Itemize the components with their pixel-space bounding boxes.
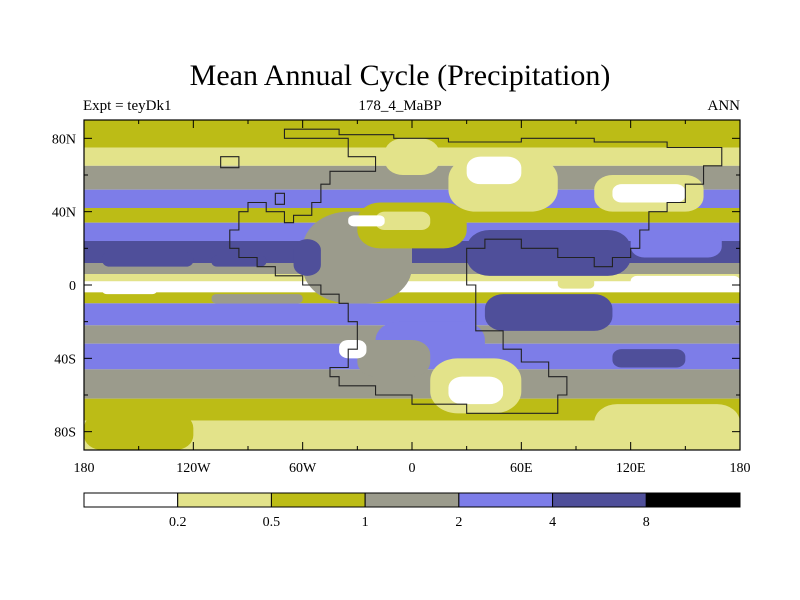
field-patch [102, 285, 157, 295]
x-tick-label: 60E [510, 461, 533, 476]
precipitation-field [84, 120, 740, 450]
coastline [220, 128, 723, 414]
y-tick-label: 0 [69, 279, 76, 294]
field-patch [384, 138, 440, 175]
coastline-segment [229, 128, 723, 414]
colorbar-swatch [83, 492, 179, 508]
field-band [84, 263, 740, 274]
field-band [84, 281, 740, 293]
colorbar-label: 0.5 [263, 515, 281, 530]
field-band [84, 292, 740, 304]
field-band [84, 274, 740, 282]
colorbar-swatch [270, 492, 366, 508]
field-patch [630, 230, 722, 258]
colorbar-label: 2 [455, 515, 462, 530]
colorbar-swatch [177, 492, 272, 508]
field-patch [612, 349, 686, 368]
field-patch [448, 376, 504, 405]
x-tick-label: 120E [616, 461, 646, 476]
x-axis: 180 120W 60W 0 60E 120E 180 [74, 120, 751, 476]
colorbar-label: 1 [362, 515, 369, 530]
colorbar-swatch [645, 492, 741, 508]
chart-title: Mean Annual Cycle (Precipitation) [189, 59, 611, 92]
x-tick-label: 60W [289, 461, 317, 476]
y-tick-label: 80S [54, 426, 76, 441]
field-patch [630, 275, 740, 289]
colorbar: 0.2 0.5 1 2 4 8 [83, 492, 741, 530]
island-outline [274, 192, 285, 205]
y-tick-label: 40S [54, 352, 76, 367]
field-patch [484, 294, 613, 331]
island-outline [220, 156, 240, 169]
colorbar-swatch [364, 492, 460, 508]
field-patch [211, 294, 303, 304]
field-patch [594, 404, 740, 450]
x-tick-label: 180 [74, 461, 95, 476]
field-patch [211, 255, 267, 267]
field-patch [293, 239, 321, 276]
season-label: ANN [707, 98, 741, 114]
x-tick-label: 0 [409, 461, 416, 476]
field-band [84, 165, 740, 190]
field-patch [466, 156, 522, 185]
colorbar-swatch [552, 492, 647, 508]
colorbar-label: 8 [643, 515, 650, 530]
field-patch [612, 184, 686, 203]
x-tick-label: 180 [730, 461, 751, 476]
colorbar-swatch [458, 492, 554, 508]
y-axis: 80N 40N 0 40S 80S [52, 132, 740, 441]
colorbar-label: 4 [549, 515, 556, 530]
period-label: 178_4_MaBP [358, 98, 442, 114]
x-tick-label: 120W [176, 461, 211, 476]
colorbar-label: 0.2 [169, 515, 187, 530]
experiment-label: Expt = teyDk1 [83, 98, 172, 114]
field-band [84, 398, 740, 421]
field-patch [357, 340, 431, 377]
field-patch [375, 211, 431, 230]
field-patch [84, 413, 194, 450]
field-patch [466, 230, 631, 276]
field-patch [348, 215, 385, 227]
field-patch [102, 252, 194, 267]
field-patch [557, 277, 595, 289]
y-tick-label: 80N [52, 132, 76, 147]
y-tick-label: 40N [52, 206, 76, 221]
